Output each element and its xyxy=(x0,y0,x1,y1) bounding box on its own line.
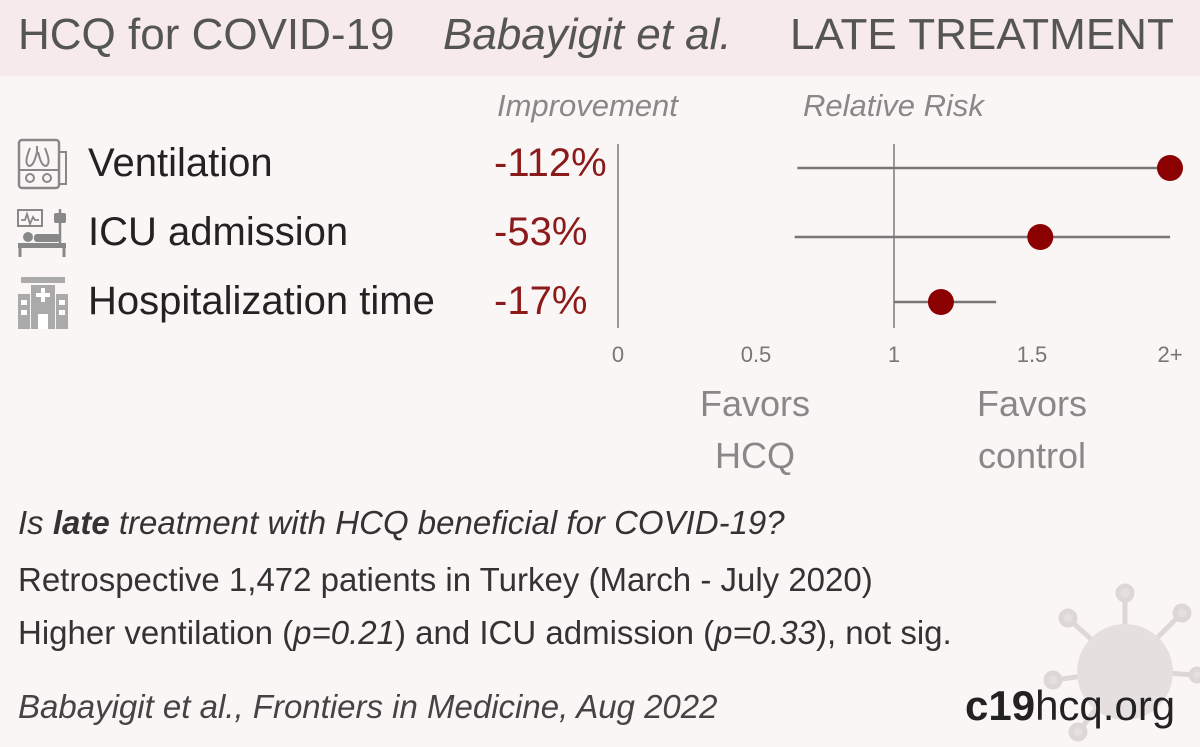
rr-point xyxy=(1027,224,1054,250)
title-drug: HCQ for COVID-19 xyxy=(18,10,395,59)
improvement-ventilation: -112% xyxy=(494,141,607,185)
x-tick-label: 2+ xyxy=(1157,342,1182,367)
favors-control-label: Favors control xyxy=(932,378,1132,482)
improvement-hospitalization-time: -17% xyxy=(494,279,588,323)
favors-control-line2: control xyxy=(977,435,1087,476)
question-line: Is late treatment with HCQ beneficial fo… xyxy=(18,504,785,542)
question-post: treatment with HCQ beneficial for COVID-… xyxy=(109,504,785,541)
brand-part2: hcq.org xyxy=(1035,682,1176,729)
favors-hcq-label: Favors HCQ xyxy=(655,378,855,482)
title-phase: LATE TREATMENT xyxy=(790,10,1174,59)
title-author: Babayigit et al. xyxy=(443,10,732,59)
question-pre: Is xyxy=(18,504,53,541)
relative-risk-column-header: Relative Risk xyxy=(803,88,984,123)
x-tick-label: 1.5 xyxy=(1017,342,1048,367)
p-value-ventilation: p=0.21 xyxy=(293,614,395,651)
row-label-icu-admission: ICU admission xyxy=(88,210,349,254)
question-bold: late xyxy=(52,504,110,541)
results-line: Higher ventilation (p=0.21) and ICU admi… xyxy=(18,614,952,652)
row-label-ventilation: Ventilation xyxy=(88,141,273,185)
p-value-icu: p=0.33 xyxy=(714,614,816,651)
brand-logo: c19hcq.org xyxy=(965,682,1175,730)
icu-bed-icon xyxy=(17,209,66,257)
results-part-c: ), not sig. xyxy=(815,614,952,651)
rr-point xyxy=(1157,155,1183,181)
title-bar: HCQ for COVID-19 Babayigit et al. LATE T… xyxy=(0,0,1200,76)
hospital-icon xyxy=(18,277,68,329)
row-label-hospitalization-time: Hospitalization time xyxy=(88,279,435,323)
relative-risk-forest-plot: 0 0.5 1 1.5 2+ xyxy=(612,144,1183,367)
favors-control-line1: Favors xyxy=(976,383,1088,424)
favors-hcq-line1: Favors xyxy=(699,383,811,424)
study-design-line: Retrospective 1,472 patients in Turkey (… xyxy=(18,561,873,598)
improvement-column-header: Improvement xyxy=(497,88,678,123)
virus-icon xyxy=(1043,583,1200,742)
x-tick-label: 0 xyxy=(612,342,624,367)
results-part-a: Higher ventilation ( xyxy=(18,614,294,651)
improvement-icu-admission: -53% xyxy=(494,210,588,254)
rr-point xyxy=(927,289,954,315)
x-tick-label: 1 xyxy=(888,342,900,367)
x-tick-label: 0.5 xyxy=(741,342,772,367)
brand-part1: c19 xyxy=(965,682,1036,729)
citation: Babayigit et al., Frontiers in Medicine,… xyxy=(18,688,718,725)
results-part-b: ) and ICU admission ( xyxy=(395,614,715,651)
ventilator-icon xyxy=(17,138,67,190)
favors-hcq-line2: HCQ xyxy=(715,435,795,476)
